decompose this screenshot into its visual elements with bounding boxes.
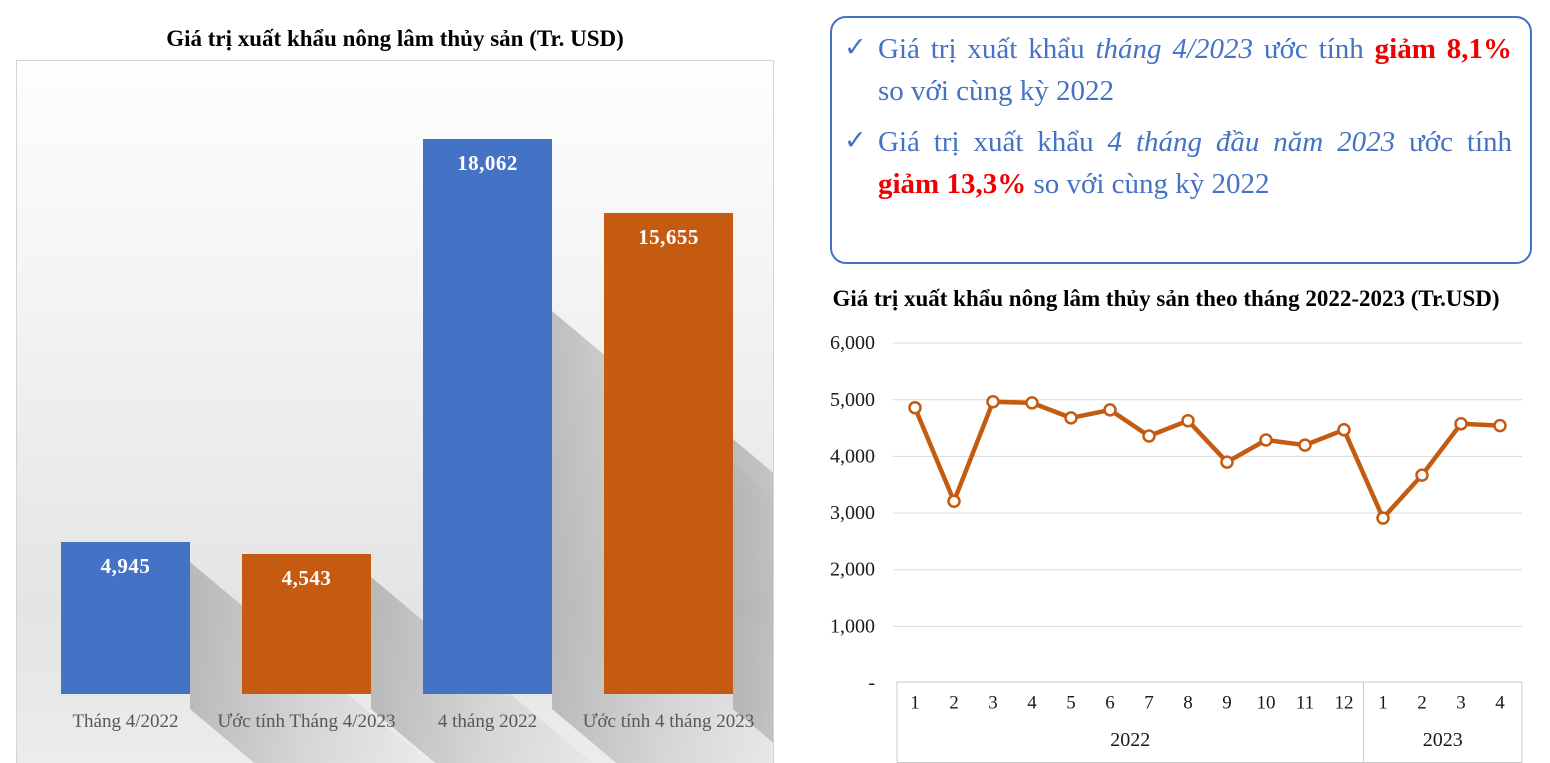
y-axis-tick-label: 6,000 xyxy=(830,332,875,354)
y-axis-tick-label: 4,000 xyxy=(830,445,875,467)
data-point-marker xyxy=(1025,396,1039,410)
callout-segment: tháng 4/2023 xyxy=(1095,33,1253,65)
month-tick-label: 3 xyxy=(988,693,998,714)
data-point-marker xyxy=(1415,468,1429,482)
year-group-label: 2023 xyxy=(1423,729,1463,751)
data-point-marker xyxy=(1220,455,1234,469)
bar-chart-plot-area: 4,945 4,543 18,062 15,655 Tháng 4/2022 Ước tí… xyxy=(16,60,774,763)
summary-callout-box: ✓ Giá trị xuất khẩu tháng 4/2023 ước tính… xyxy=(830,16,1532,264)
y-axis-tick-label: 3,000 xyxy=(830,502,875,524)
callout-segment: so với cùng kỳ 2022 xyxy=(878,75,1115,108)
callout-segment: giảm 13,3% xyxy=(878,168,1027,201)
bar-1: 4,543 xyxy=(242,554,371,694)
callout-segment: Giá trị xuất khẩu xyxy=(878,33,1096,65)
callout-segment: 4 tháng đầu năm 2023 xyxy=(1107,126,1396,159)
callout-item-0: ✓ Giá trị xuất khẩu tháng 4/2023 ước tính… xyxy=(844,28,1512,112)
checkmark-icon: ✓ xyxy=(844,125,867,157)
y-axis-tick-label: 5,000 xyxy=(830,389,875,411)
month-tick-label: 2 xyxy=(949,693,959,714)
month-tick-label: 10 xyxy=(1257,693,1276,714)
data-point-marker xyxy=(908,400,922,415)
data-point-marker xyxy=(1103,403,1117,417)
checkmark-icon: ✓ xyxy=(844,32,867,63)
month-tick-label: 3 xyxy=(1456,693,1466,714)
data-point-marker xyxy=(1259,433,1273,447)
y-axis-tick-label: - xyxy=(868,672,875,694)
data-point-marker xyxy=(1337,423,1351,437)
data-point-marker xyxy=(1181,413,1195,428)
month-tick-label: 12 xyxy=(1335,693,1354,714)
bar-category-label: 4 tháng 2022 xyxy=(437,711,538,732)
bar-value-label: 18,062 xyxy=(457,151,518,175)
data-point-marker xyxy=(1454,417,1468,431)
bar-3: 15,655 xyxy=(604,212,733,694)
callout-segment: so với cùng kỳ 2022 xyxy=(1026,168,1270,201)
data-point-marker xyxy=(1064,411,1078,425)
bar-chart-title: Giá trị xuất khẩu nông lâm thủy sản (Tr.… xyxy=(166,26,624,51)
data-point-marker xyxy=(1493,418,1507,433)
bar-category-label: Tháng 4/2022 xyxy=(72,711,179,732)
month-tick-label: 1 xyxy=(1378,693,1388,714)
bar-2: 18,062 xyxy=(423,139,552,694)
y-axis-tick-label: 1,000 xyxy=(830,615,875,637)
month-tick-label: 9 xyxy=(1222,693,1232,714)
month-tick-label: 6 xyxy=(1105,693,1115,714)
month-tick-label: 4 xyxy=(1495,693,1505,714)
data-point-marker xyxy=(986,394,1000,409)
callout-text: Giá trị xuất khẩu 4 tháng đầu năm 2023 ư… xyxy=(878,121,1512,205)
callout-segment: Giá trị xuất khẩu xyxy=(878,126,1108,159)
month-tick-label: 8 xyxy=(1183,693,1193,714)
month-tick-label: 1 xyxy=(910,693,920,714)
callout-text: Giá trị xuất khẩu tháng 4/2023 ước tính … xyxy=(878,28,1512,112)
line-chart-title: Giá trị xuất khẩu nông lâm thủy sản theo… xyxy=(832,286,1500,311)
bar-value-label: 15,655 xyxy=(638,224,699,249)
bar-category-label: Ước tính 4 tháng 2023 xyxy=(582,711,755,732)
month-tick-label: 2 xyxy=(1417,693,1427,714)
data-point-marker xyxy=(1376,511,1390,525)
line-series xyxy=(912,399,1503,521)
data-point-marker xyxy=(1298,438,1312,452)
month-tick-label: 11 xyxy=(1296,693,1314,714)
callout-item-1: ✓ Giá trị xuất khẩu 4 tháng đầu năm 2023 … xyxy=(844,121,1512,205)
month-tick-label: 7 xyxy=(1144,693,1154,714)
year-group-label: 2022 xyxy=(1110,729,1150,751)
month-tick-label: 4 xyxy=(1027,693,1037,714)
y-axis-tick-label: 2,000 xyxy=(830,559,875,581)
bar-category-label: Ước tính Tháng 4/2023 xyxy=(217,711,396,732)
bar-value-label: 4,543 xyxy=(281,566,332,591)
bar-value-label: 4,945 xyxy=(100,554,151,579)
callout-segment: ước tính xyxy=(1395,126,1512,159)
data-point-marker xyxy=(1142,429,1156,443)
callout-segment: ước tính xyxy=(1252,33,1375,65)
data-point-marker xyxy=(947,494,961,508)
callout-segment: giảm 8,1% xyxy=(1374,33,1512,65)
bar-0: 4,945 xyxy=(61,542,190,694)
month-tick-label: 5 xyxy=(1066,693,1076,714)
